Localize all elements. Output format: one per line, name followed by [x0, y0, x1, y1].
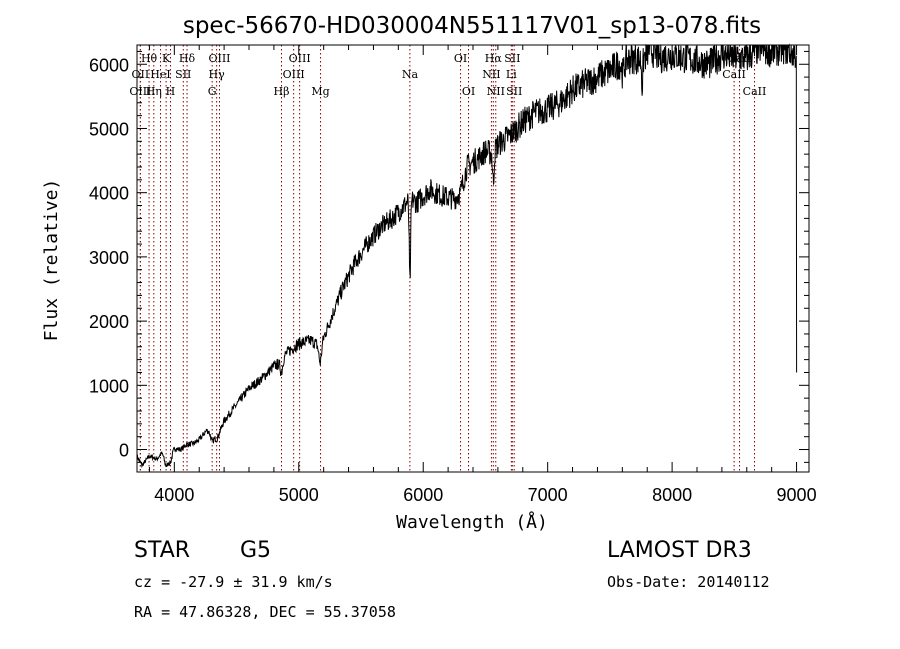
x-tick-label: 4000	[154, 485, 194, 505]
spectral-line-label: CaII	[722, 68, 746, 81]
spectral-line-label: CaII	[743, 85, 767, 98]
x-axis-label: Wavelength (Å)	[396, 511, 548, 533]
spectral-line-label: OIII	[208, 52, 230, 65]
spectral-line-label: Hγ	[209, 68, 226, 81]
x-tick-label: 5000	[279, 485, 319, 505]
spectrum-line	[136, 43, 798, 469]
plot-frame	[136, 44, 810, 473]
spectral-line-label: OII	[132, 68, 150, 81]
spectral-line-label: Li	[506, 68, 517, 81]
spectral-line-label: OIII	[129, 85, 151, 98]
x-tick-label: 7000	[528, 485, 568, 505]
spectral-line-label: OI	[462, 85, 475, 98]
spectral-line-label: Mg	[311, 85, 329, 98]
spectral-line-label: OIII	[289, 52, 311, 65]
y-tick-label: 3000	[89, 248, 129, 268]
chart-title: spec-56670-HD030004N551117V01_sp13-078.f…	[183, 13, 761, 39]
spectral-line-label: Hδ	[179, 52, 196, 65]
x-axis-ticks: 4000 5000 6000 7000 8000 9000	[148, 45, 817, 505]
observation-date: Obs-Date: 20140112	[607, 573, 770, 591]
subclass: G5	[240, 538, 272, 563]
y-tick-label: 5000	[89, 119, 129, 139]
survey-name: LAMOST DR3	[607, 538, 752, 563]
spectral-line-label: Na	[402, 68, 419, 81]
spectral-line-label: K	[162, 52, 171, 65]
spectral-line-label: Hη	[146, 85, 162, 98]
spectral-line-label: NII	[482, 68, 500, 81]
coordinates: RA = 47.86328, DEC = 55.37058	[134, 603, 396, 621]
x-tick-label: 6000	[403, 485, 443, 505]
spectral-line-label: OI	[454, 52, 467, 65]
spectral-line-label: G	[208, 85, 217, 98]
spectral-line-label: H	[166, 85, 176, 98]
spectral-line-label: Hθ	[141, 52, 158, 65]
y-axis-label: Flux (relative)	[41, 179, 62, 342]
y-tick-label: 0	[119, 441, 129, 461]
spectral-line-label: NII	[487, 85, 505, 98]
y-tick-label: 1000	[89, 376, 129, 396]
y-tick-label: 4000	[89, 184, 129, 204]
spectral-line-label: Hβ	[274, 85, 290, 98]
redshift-velocity: cz = -27.9 ± 31.9 km/s	[134, 573, 333, 591]
y-tick-label: 6000	[89, 55, 129, 75]
x-tick-label: 8000	[652, 485, 692, 505]
spectral-line-label: SII	[506, 85, 522, 98]
y-tick-label: 2000	[89, 312, 129, 332]
x-tick-label: 9000	[777, 485, 817, 505]
star-class: STAR	[134, 538, 191, 563]
spectral-line-label: OIII	[283, 68, 305, 81]
spectral-line-label: Hα	[485, 52, 503, 65]
spectral-line-labels: Hθ OII OIII K HeI Hη H SII Hδ OIII Hγ G Hβ OIII OIII Mg…	[129, 52, 766, 98]
spectral-line-label: HeI	[150, 68, 170, 81]
spectral-line-label: SII	[175, 68, 191, 81]
y-axis-ticks: 0 1000 2000 3000 4000 5000 6000	[89, 50, 809, 463]
spectral-line-label: SII	[504, 52, 520, 65]
